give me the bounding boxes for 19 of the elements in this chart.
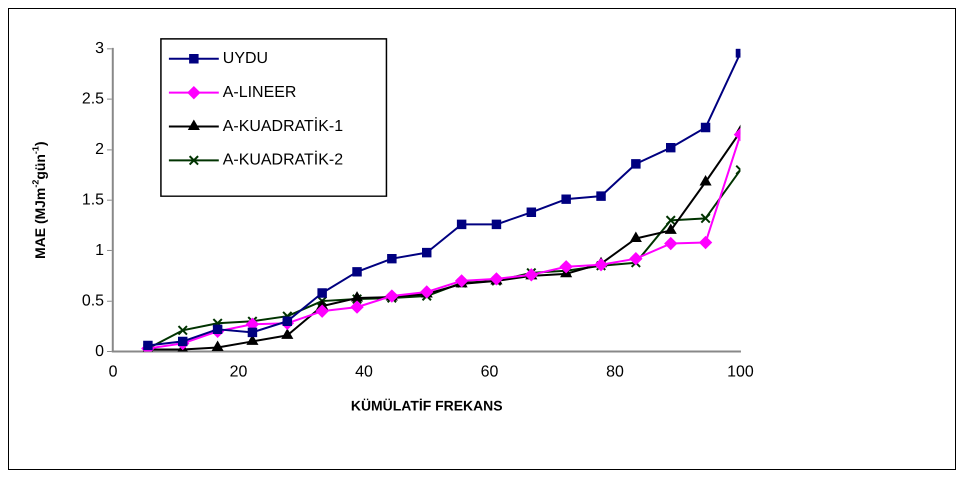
legend-label: UYDU bbox=[222, 50, 268, 68]
x-tick-label: 20 bbox=[230, 363, 248, 380]
y-tick-label: 0 bbox=[95, 342, 104, 360]
x-tick-label: 100 bbox=[727, 363, 754, 380]
legend-label: A-KUADRATİK-1 bbox=[222, 116, 344, 135]
x-tick-label: 80 bbox=[606, 363, 624, 380]
legend-label: A-KUADRATİK-2 bbox=[222, 150, 344, 169]
y-tick-label: 0.5 bbox=[82, 292, 104, 310]
x-tick-label: 0 bbox=[108, 363, 118, 380]
y-tick-label: 1 bbox=[95, 242, 104, 259]
y-tick-label: 3 bbox=[95, 40, 104, 58]
y-tick-label: 2.5 bbox=[82, 90, 104, 108]
y-axis-title: MAE (MJm-2gün-1) bbox=[30, 141, 48, 259]
y-tick-label: 2 bbox=[95, 141, 104, 158]
legend-label: A-LINEER bbox=[222, 84, 296, 102]
x-tick-label: 40 bbox=[355, 363, 373, 380]
x-tick-label: 60 bbox=[480, 363, 498, 380]
x-axis-title: KÜMÜLATİF FREKANS bbox=[350, 398, 503, 414]
y-tick-label: 1.5 bbox=[82, 192, 104, 209]
